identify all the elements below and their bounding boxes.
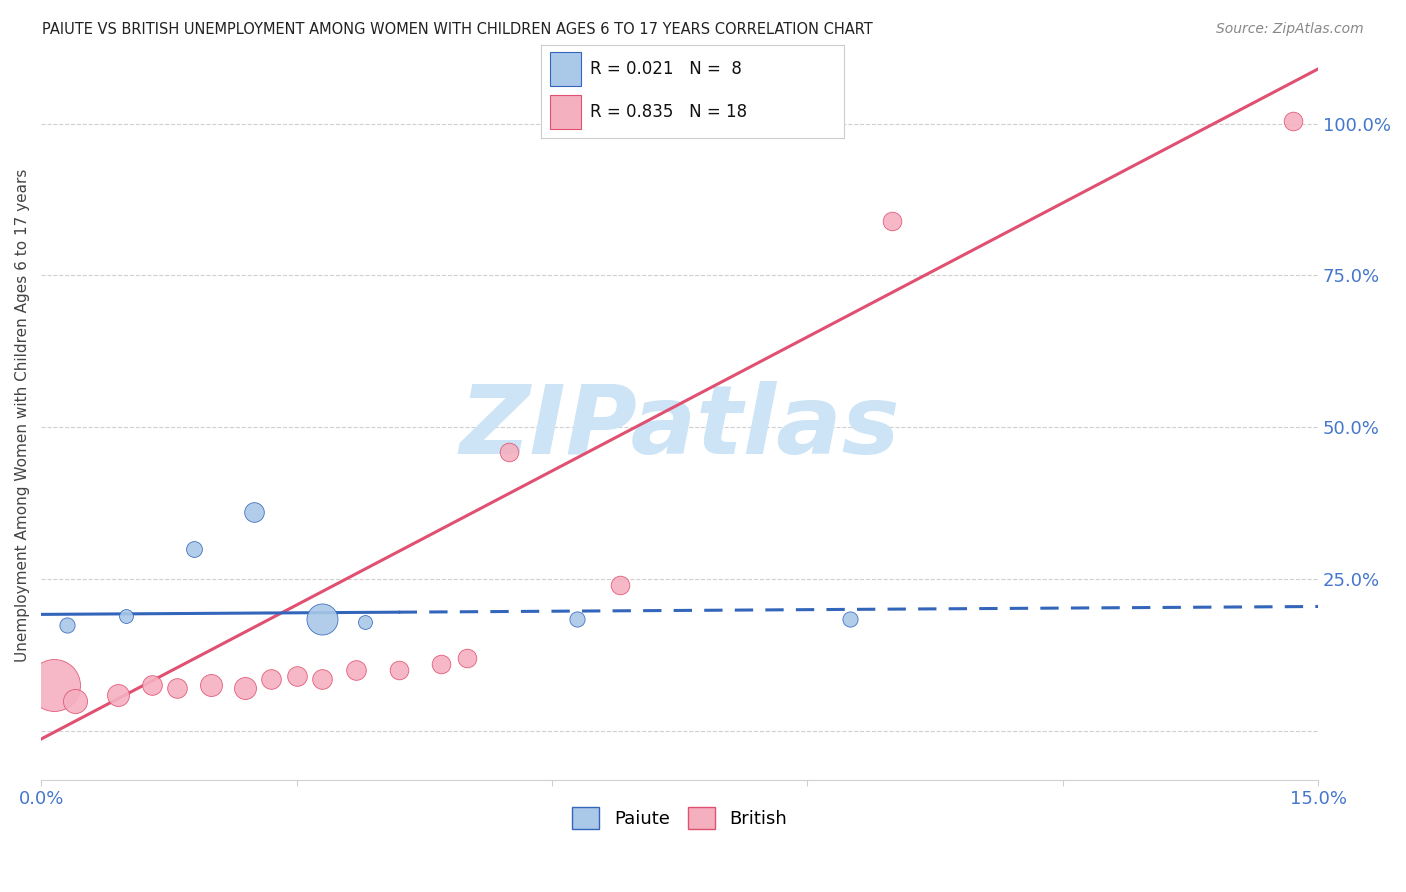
Point [344,663,367,677]
Point [285,669,308,683]
Text: ZIPatlas: ZIPatlas [460,381,900,474]
Point [260,673,283,687]
Point [353,615,375,629]
Point [609,578,631,592]
Point [567,612,589,626]
Point [1281,113,1303,128]
Point [430,657,453,672]
Point [838,612,860,626]
Point [311,612,333,626]
Point [456,651,478,665]
Point [200,678,222,692]
FancyBboxPatch shape [550,52,581,86]
Point [55,617,77,632]
Point [166,681,188,696]
Point [243,505,266,519]
Point [107,688,129,702]
Text: R = 0.835   N = 18: R = 0.835 N = 18 [589,103,747,121]
Point [183,541,205,556]
Y-axis label: Unemployment Among Women with Children Ages 6 to 17 years: Unemployment Among Women with Children A… [15,169,30,662]
Point [311,673,333,687]
Point [42,678,65,692]
Legend: Paiute, British: Paiute, British [565,800,794,836]
Text: R = 0.021   N =  8: R = 0.021 N = 8 [589,60,741,78]
Point [115,608,138,623]
Point [882,213,904,227]
Point [235,681,257,696]
Point [821,113,844,128]
FancyBboxPatch shape [550,95,581,129]
Point [141,678,163,692]
Text: PAIUTE VS BRITISH UNEMPLOYMENT AMONG WOMEN WITH CHILDREN AGES 6 TO 17 YEARS CORR: PAIUTE VS BRITISH UNEMPLOYMENT AMONG WOM… [42,22,873,37]
Point [63,693,86,707]
Point [388,663,411,677]
Text: Source: ZipAtlas.com: Source: ZipAtlas.com [1216,22,1364,37]
Point [498,444,520,458]
